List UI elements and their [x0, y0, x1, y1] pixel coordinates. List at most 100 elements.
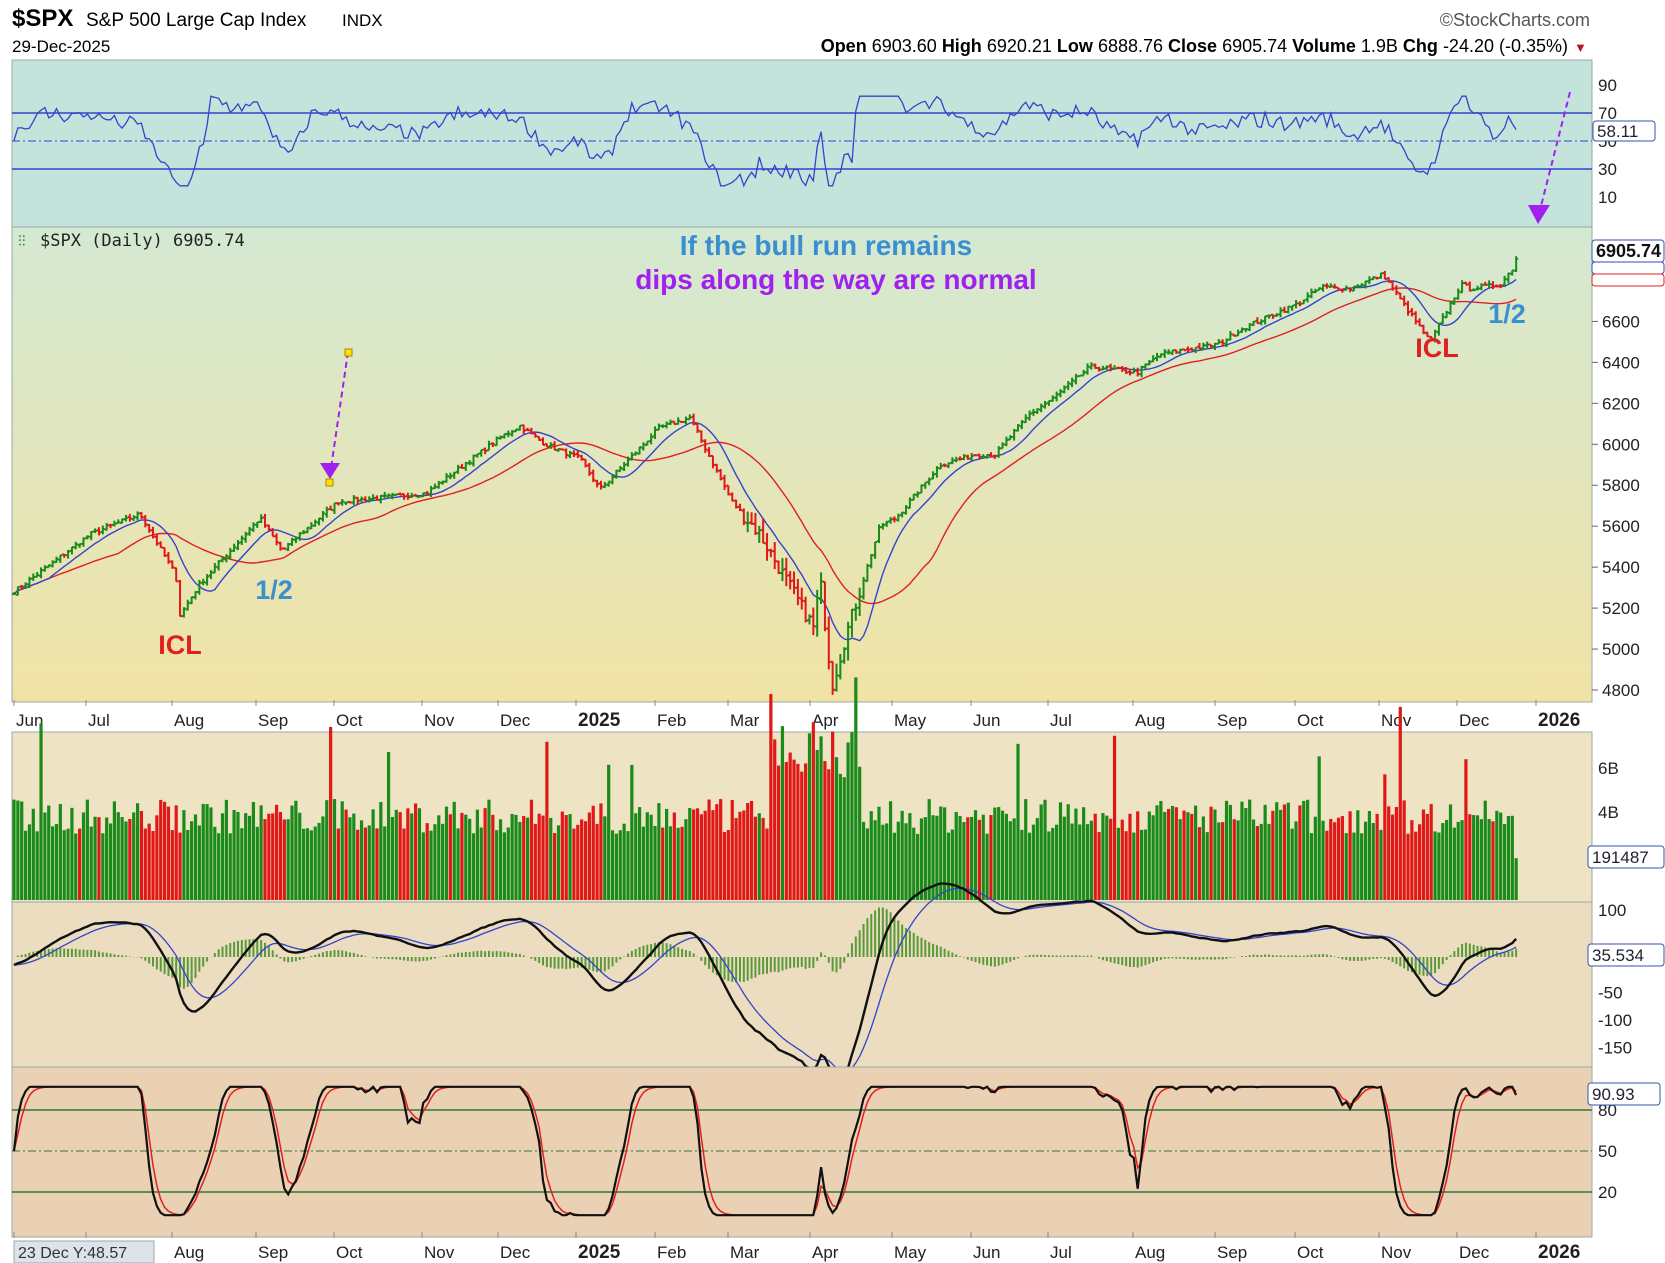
volume-bar [634, 813, 638, 900]
volume-bar [1325, 830, 1329, 900]
price-bar [938, 462, 943, 470]
volume-bar [1491, 821, 1495, 900]
price-bar [973, 454, 978, 457]
volume-bar [1132, 832, 1136, 900]
volume-bar [448, 814, 452, 900]
price-bar [1390, 281, 1395, 291]
stoch-tick-label-1: 50 [1598, 1142, 1617, 1161]
volume-bar [545, 741, 549, 900]
volume-bar [217, 833, 221, 900]
volume-bar [973, 810, 978, 900]
volume-bar [464, 814, 468, 900]
price-bar [757, 525, 762, 543]
volume-bar [1313, 816, 1317, 900]
arrow-2-line [1539, 91, 1571, 211]
rsi-tick-label-1: 70 [1598, 104, 1617, 123]
macd-axis-ticks: 100 -50 -100 -150 [1598, 901, 1632, 1058]
x-axis-label-2: Aug [174, 1243, 204, 1262]
arrow-1-handle-top[interactable] [344, 348, 353, 357]
volume-bar [78, 828, 82, 900]
price-bar [1043, 400, 1048, 409]
volume-bar [873, 820, 877, 900]
volume-bar [483, 808, 487, 900]
volume-bar [190, 821, 194, 900]
price-bar [931, 471, 936, 480]
volume-bar [286, 819, 290, 900]
price-bar [838, 653, 843, 680]
price-bar [382, 491, 387, 499]
price-bar [1058, 389, 1063, 398]
volume-bar [309, 830, 313, 900]
macd-tick-label-2: -100 [1598, 1011, 1632, 1030]
volume-bar [985, 833, 989, 900]
price-bar [892, 516, 897, 523]
price-bar [571, 450, 576, 457]
price-bar [1255, 317, 1260, 325]
volume-bar [1000, 810, 1005, 900]
price-bar [104, 523, 109, 531]
price-bar [1205, 341, 1210, 349]
volume-bar [1282, 804, 1287, 900]
price-bar [618, 466, 623, 473]
price-tick-label-2: 6200 [1602, 394, 1640, 413]
price-bar [1085, 363, 1090, 375]
price-bar [1093, 363, 1098, 369]
price-bar [1398, 292, 1403, 300]
volume-bar [305, 828, 310, 900]
x-axis-label-11: May [894, 1243, 927, 1262]
volume-bar [541, 815, 545, 900]
price-bar [730, 492, 735, 502]
price-tick-label-9: 4800 [1602, 681, 1640, 700]
price-bar [143, 515, 148, 528]
volume-bar [900, 810, 904, 900]
volume-bar [1356, 810, 1360, 900]
price-bar [185, 599, 190, 611]
price-bar [1309, 288, 1314, 299]
price-bar [1494, 284, 1499, 288]
volume-bar [62, 830, 66, 900]
volume-bar [707, 799, 711, 900]
price-bar [807, 614, 812, 625]
price-bar [336, 502, 341, 506]
volume-bar [352, 813, 356, 900]
volume-bar [85, 799, 89, 900]
price-bar [1016, 424, 1020, 432]
volume-bar [1302, 800, 1306, 900]
arrow-1-handle-bottom[interactable] [325, 478, 334, 487]
price-bar [849, 608, 854, 638]
volume-bar [923, 817, 927, 900]
volume-bar [672, 812, 676, 900]
volume-bar [784, 762, 788, 900]
x-axis-label-12: Jun [973, 1243, 1000, 1262]
volume-bar [1468, 814, 1472, 900]
volume-bar [533, 823, 537, 900]
price-bar [703, 439, 708, 453]
price-bar [255, 521, 260, 528]
volume-bar [1163, 811, 1167, 900]
cursor-readout: 23 Dec Y:48.57 [18, 1245, 127, 1262]
price-bar [127, 513, 132, 522]
x-axis-label-1: Jul [88, 711, 110, 730]
stoch-value-box [1587, 1082, 1661, 1106]
price-last-value: 6905.74 [1596, 241, 1661, 261]
price-bar [120, 518, 125, 525]
volume-bar [1004, 813, 1009, 900]
volume-bar [1336, 817, 1341, 900]
price-bar [1139, 365, 1144, 378]
volume-bar [398, 812, 402, 900]
price-bar [332, 502, 337, 514]
price-bar [1267, 314, 1271, 319]
volume-bar [274, 804, 279, 900]
price-bar [1363, 280, 1368, 289]
price-bar [317, 517, 322, 526]
volume-bar [132, 812, 136, 900]
price-bar [911, 493, 916, 501]
price-bar [541, 437, 546, 446]
copyright-text[interactable]: ©StockCharts.com [1440, 10, 1590, 30]
volume-bar [259, 805, 263, 900]
price-bar [552, 441, 557, 451]
price-bar [471, 454, 476, 467]
price-bar [915, 491, 920, 498]
price-bar [479, 448, 484, 457]
price-bar [1066, 381, 1071, 391]
